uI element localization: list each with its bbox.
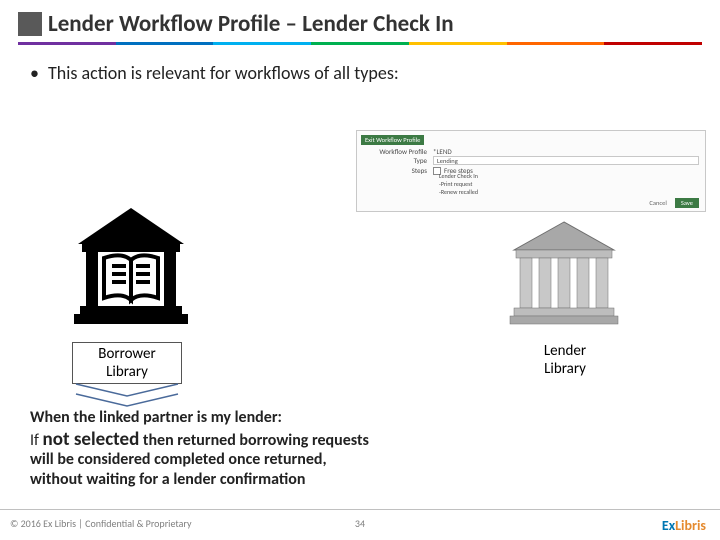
- borrower-label-line1: Borrower: [73, 345, 181, 363]
- lender-label-line1: Lender: [510, 342, 620, 360]
- borrower-library-icon: [66, 200, 196, 335]
- footer-logo: ExLibris: [662, 517, 706, 534]
- lender-label-line2: Library: [510, 360, 620, 378]
- footer-page-number: 34: [355, 517, 365, 530]
- lender-library-icon: [506, 218, 622, 333]
- explain-l2b: not selected: [43, 428, 140, 451]
- explain-line-3: will be considered completed once return…: [30, 450, 327, 470]
- panel-workflow-label: Workflow Profile: [367, 147, 433, 156]
- rainbow-divider: [18, 42, 702, 45]
- panel-title-button: Exit Workflow Profile: [361, 135, 424, 145]
- title-block: [18, 12, 42, 36]
- footer-logo-libris: Libris: [675, 517, 706, 534]
- borrower-label-line2: Library: [73, 363, 181, 381]
- slide-title: Lender Workflow Profile – Lender Check I…: [48, 10, 454, 38]
- workflow-panel: Exit Workflow Profile Workflow Profile *…: [356, 130, 706, 212]
- footer-divider: [0, 509, 720, 510]
- explain-line-2: If not selected then returned borrowing …: [30, 428, 369, 452]
- panel-type-field: Lending: [433, 156, 699, 165]
- explain-l2a: If: [30, 431, 43, 450]
- panel-step-3: -Renew recalled: [439, 189, 478, 197]
- panel-steps-list: Lender Check In -Print request -Renew re…: [439, 173, 478, 196]
- explain-line-1: When the linked partner is my lender:: [30, 408, 282, 428]
- panel-type-label: Type: [367, 156, 433, 165]
- panel-save-button: Save: [675, 198, 699, 208]
- panel-workflow-value: *LEND: [433, 147, 452, 156]
- panel-cancel-button: Cancel: [645, 198, 670, 208]
- lender-label: Lender Library: [510, 342, 620, 378]
- explain-line-4: without waiting for a lender confirmatio…: [30, 470, 305, 490]
- footer-logo-ex: Ex: [662, 517, 675, 534]
- footer-copyright: © 2016 Ex Libris | Confidential & Propri…: [10, 517, 191, 530]
- panel-steps-label: Steps: [367, 166, 433, 175]
- borrower-label: Borrower Library: [72, 342, 182, 384]
- explain-l2c: then returned borrowing requests: [139, 431, 369, 450]
- bullet-text: This action is relevant for workflows of…: [48, 62, 399, 84]
